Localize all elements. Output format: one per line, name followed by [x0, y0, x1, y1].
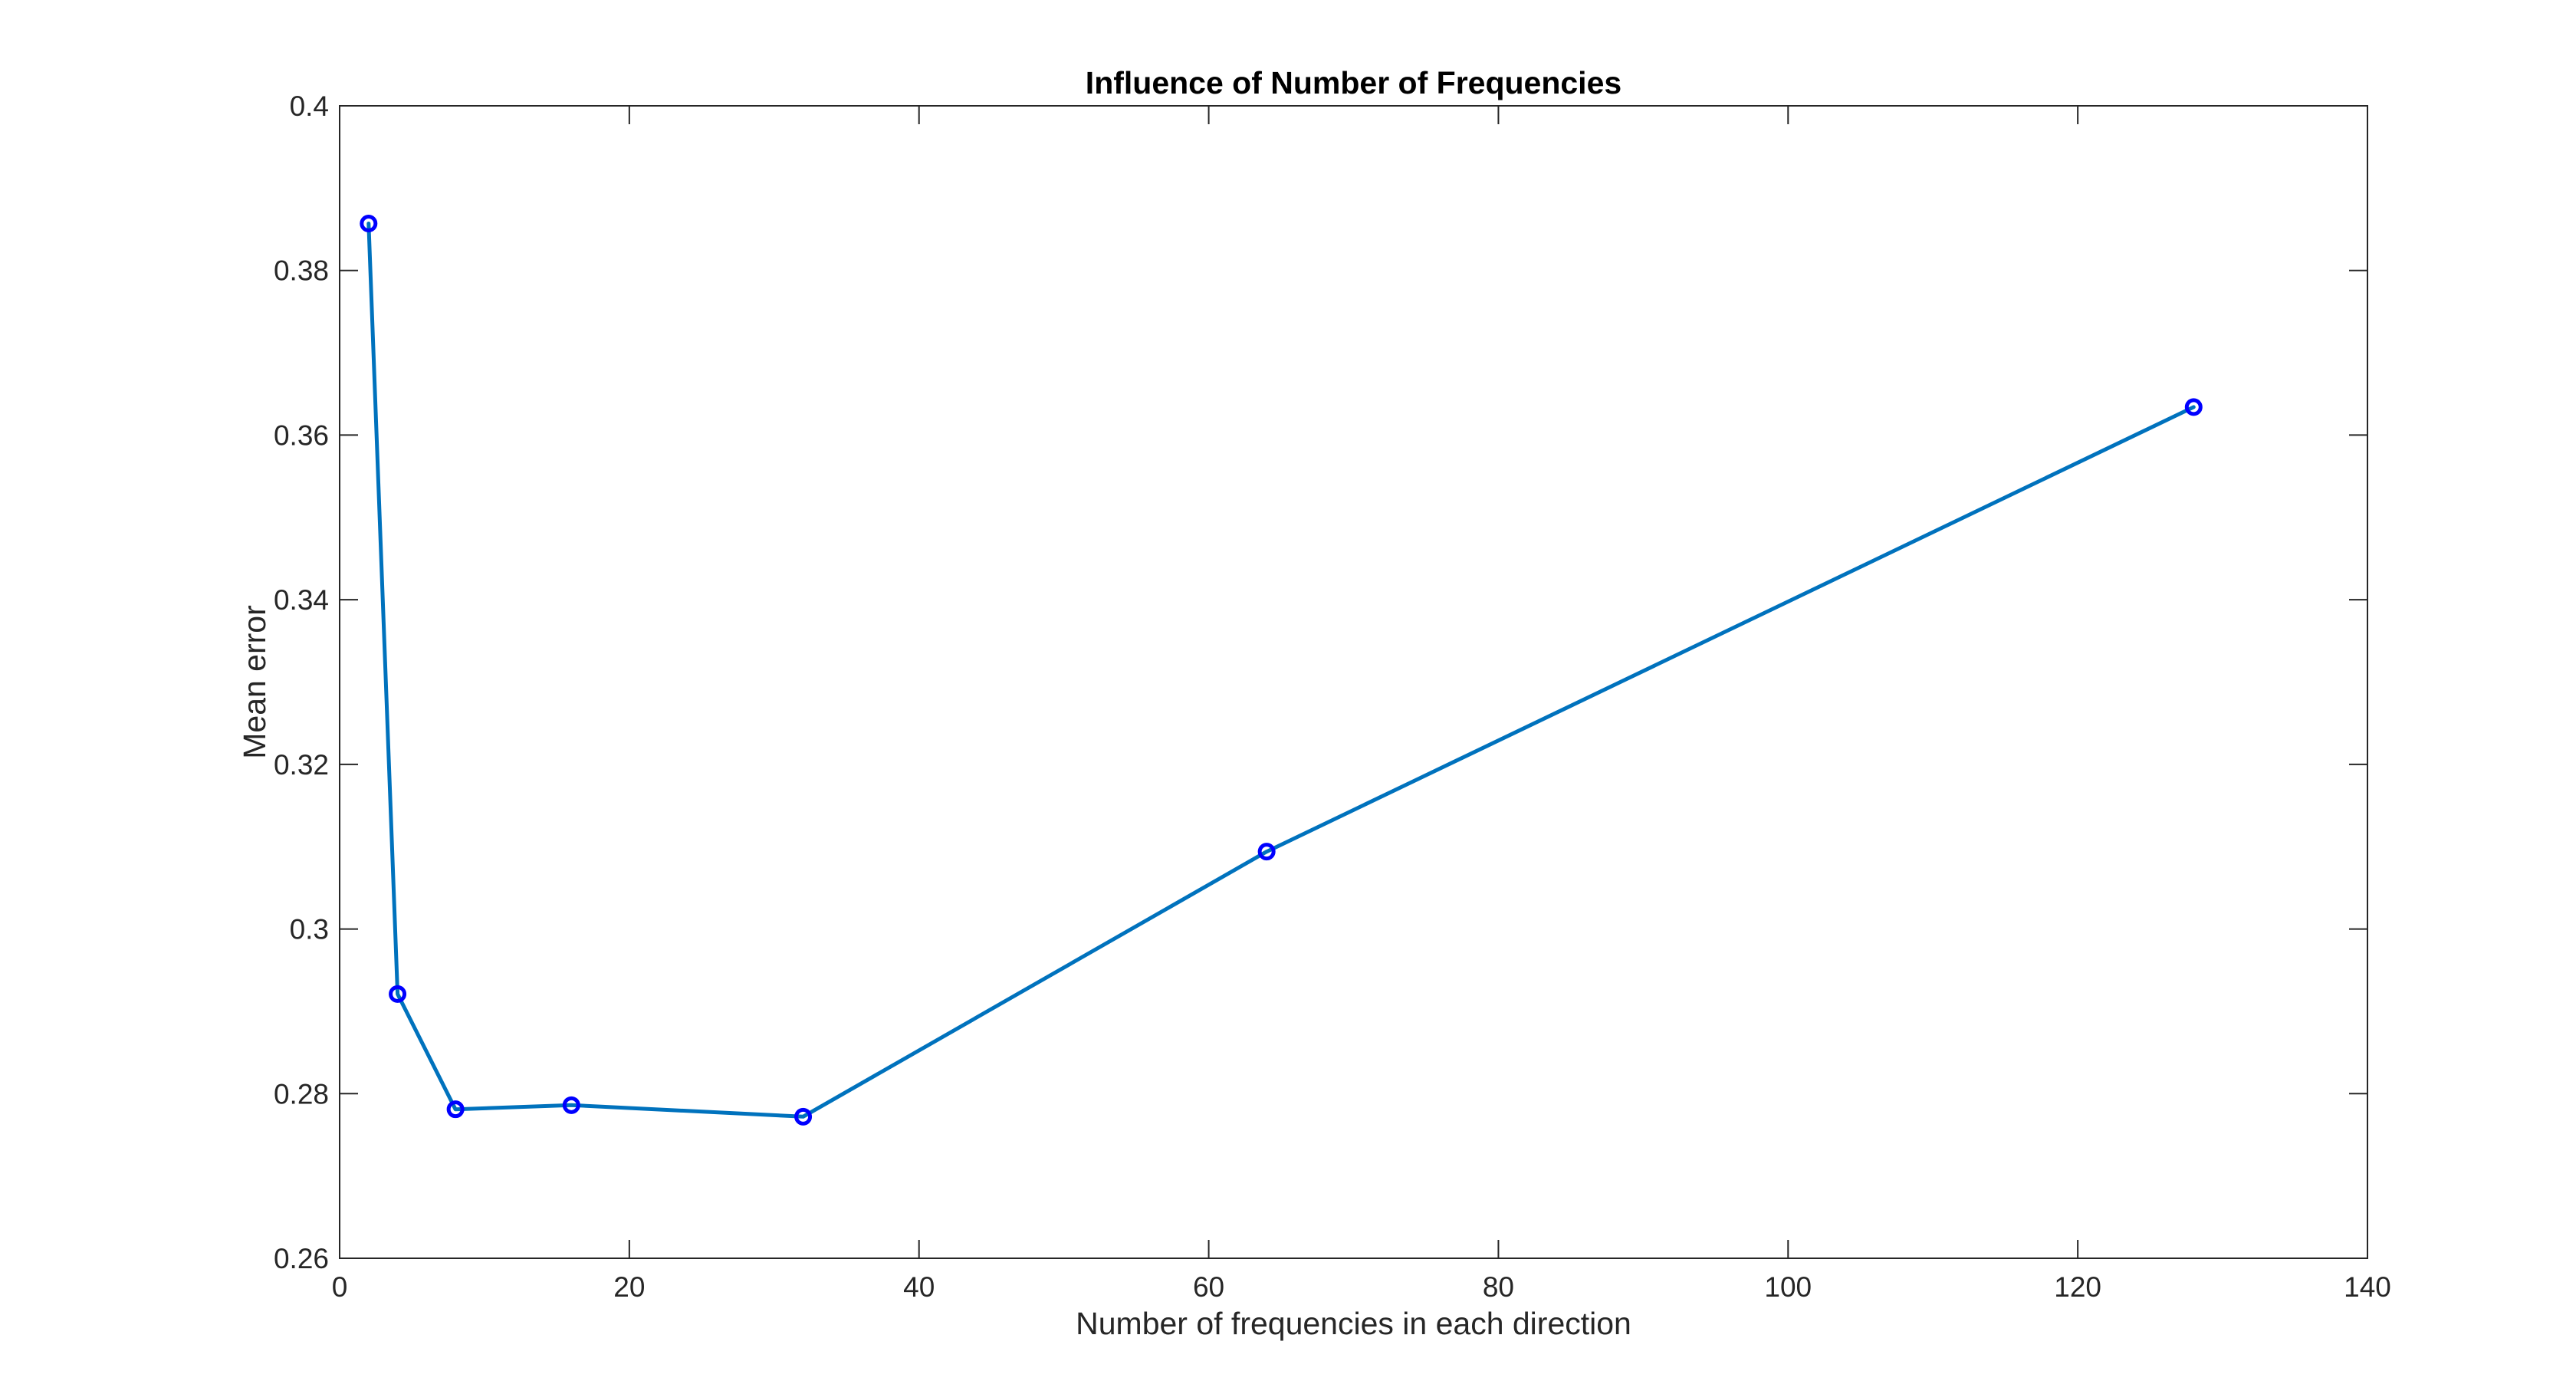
plot-frame: [339, 105, 2368, 1259]
data-point-marker: [2184, 398, 2203, 416]
y-tick-label: 0.3: [290, 914, 329, 945]
x-tick-label: 140: [2344, 1271, 2391, 1303]
x-tick-label: 40: [903, 1271, 935, 1303]
chart-title: Influence of Number of Frequencies: [1086, 65, 1622, 100]
y-tick-label: 0.28: [274, 1078, 329, 1110]
data-point-marker: [794, 1107, 813, 1126]
data-point-marker: [360, 215, 378, 233]
x-tick-label: 120: [2054, 1271, 2101, 1303]
axis-ticks: 0 20 40 60 80 100 120 140 0.26 0.28 0.3 0.32 0.34 0.3…: [274, 90, 2391, 1303]
data-point-marker: [446, 1100, 465, 1119]
x-tick-label: 60: [1193, 1271, 1224, 1303]
data-point-marker: [1257, 843, 1276, 861]
data-point-marker: [562, 1096, 580, 1114]
series-line: [366, 222, 2196, 1119]
plot-series: [360, 215, 2203, 1126]
y-axis-label: Mean error: [237, 605, 272, 759]
data-point-marker: [389, 985, 407, 1003]
x-tick-label: 100: [1764, 1271, 1812, 1303]
x-axis-label: Number of frequencies in each direction: [1076, 1306, 1631, 1341]
y-tick-label: 0.26: [274, 1243, 329, 1274]
y-tick-label: 0.32: [274, 749, 329, 781]
y-tick-label: 0.36: [274, 419, 329, 451]
y-tick-label: 0.4: [290, 90, 329, 122]
x-tick-label: 0: [332, 1271, 348, 1303]
x-tick-label: 80: [1483, 1271, 1514, 1303]
y-tick-label: 0.38: [274, 255, 329, 287]
y-tick-label: 0.34: [274, 584, 329, 616]
x-tick-label: 20: [613, 1271, 645, 1303]
